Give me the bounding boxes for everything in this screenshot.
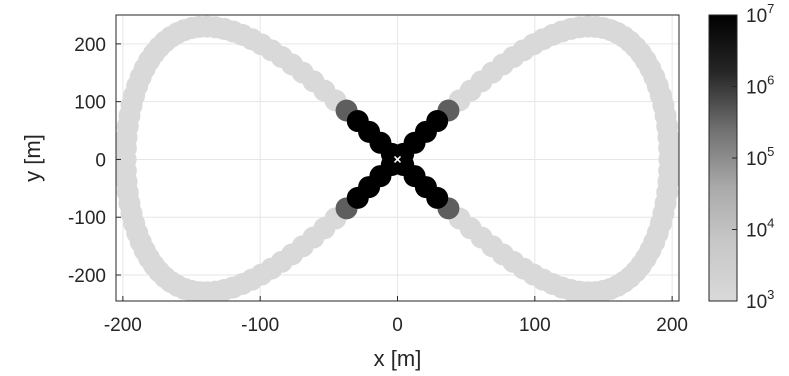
- x-tick-label: 0: [392, 315, 403, 336]
- y-tick-label: -200: [68, 266, 106, 287]
- y-tick-label: 0: [95, 150, 106, 171]
- ticks: -200 -100 0 100 200 -200 -100 0 100 200: [68, 35, 688, 336]
- x-tick-label: -200: [104, 315, 142, 336]
- x-tick-label: 100: [519, 315, 551, 336]
- y-tick-label: 200: [74, 35, 106, 56]
- y-tick-label: 100: [74, 93, 106, 114]
- y-axis-label: y [m]: [20, 134, 45, 182]
- colorbar-tick-label: 103: [746, 287, 774, 313]
- trajectory-point: [658, 159, 679, 182]
- colorbar-tick-label: 105: [746, 144, 774, 170]
- x-axis-label: x [m]: [374, 346, 422, 371]
- trajectory-point: [346, 186, 369, 209]
- trajectory-point: [426, 186, 449, 209]
- x-tick-label: -100: [241, 315, 279, 336]
- colorbar-tick-label: 104: [746, 216, 774, 242]
- y-tick-label: -100: [68, 208, 106, 229]
- x-tick-label: 200: [656, 315, 688, 336]
- colorbar-tick-label: 106: [746, 73, 774, 99]
- center-marker-stroke: [393, 155, 402, 163]
- colorbar-tick-label: 107: [746, 1, 774, 27]
- colorbar-ticks: 103 104 105 106 107: [732, 1, 774, 313]
- data-layer: [116, 15, 679, 301]
